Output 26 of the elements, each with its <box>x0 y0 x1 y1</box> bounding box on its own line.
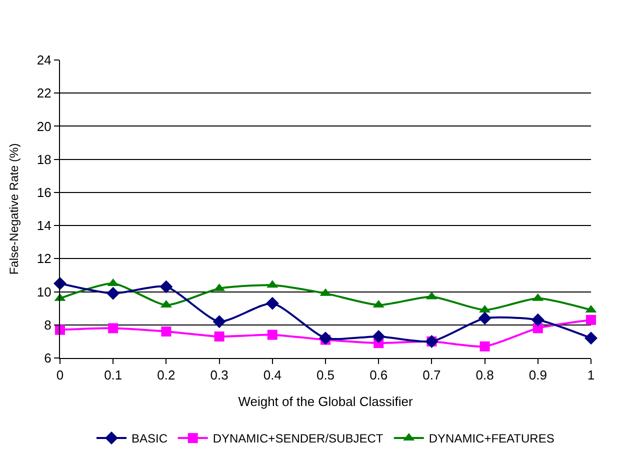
x-tick-label: 0.4 <box>263 368 282 383</box>
y-tick-label: 10 <box>36 284 52 300</box>
legend-label: DYNAMIC+FEATURES <box>428 432 554 446</box>
y-tick-label: 16 <box>36 184 52 200</box>
x-tick-label: 0.7 <box>422 368 441 383</box>
y-tick-label: 20 <box>36 118 52 134</box>
y-tick-label: 8 <box>44 317 52 332</box>
x-tick-label: 1 <box>587 368 595 383</box>
x-axis-title: Weight of the Global Classifier <box>238 394 414 410</box>
x-tick-label: 0.1 <box>104 368 122 383</box>
x-tick-label: 0.5 <box>316 368 335 383</box>
y-axis-title: False-Negative Rate (%) <box>7 143 22 275</box>
legend-label: DYNAMIC+SENDER/SUBJECT <box>212 432 384 446</box>
x-tick-label: 0.3 <box>210 368 228 383</box>
x-tick-label: 0.6 <box>370 368 388 383</box>
y-tick-label: 6 <box>44 350 52 366</box>
legend-label: BASIC <box>132 432 168 446</box>
y-tick-label: 18 <box>36 152 52 167</box>
x-tick-label: 0.8 <box>476 368 494 383</box>
x-tick-label: 0 <box>56 368 64 383</box>
y-tick-label: 12 <box>36 251 52 266</box>
y-tick-label: 22 <box>36 86 52 101</box>
x-tick-label: 0.9 <box>528 368 547 383</box>
y-tick-label: 14 <box>36 218 52 234</box>
x-tick-label: 0.2 <box>157 368 176 383</box>
y-tick-label: 24 <box>36 52 52 68</box>
